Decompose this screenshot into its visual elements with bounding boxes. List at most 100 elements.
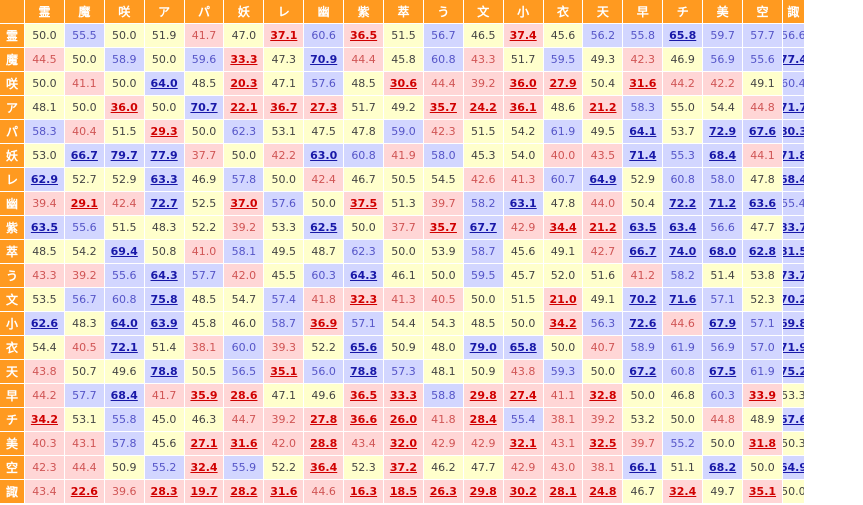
heatmap-cell: 45.8 bbox=[184, 312, 225, 336]
heatmap-cell: 50.0 bbox=[344, 216, 385, 240]
column-header: 霊 bbox=[25, 0, 65, 24]
heatmap-cell: 50.0 bbox=[144, 48, 185, 72]
heatmap-cell: 64.3 bbox=[344, 264, 385, 288]
heatmap-cell: 42.9 bbox=[503, 216, 544, 240]
column-header: 妖 bbox=[224, 0, 265, 24]
heatmap-cell: 65.8 bbox=[503, 336, 544, 360]
heatmap-cell: 61.9 bbox=[743, 360, 783, 384]
heatmap-cell: 32.0 bbox=[384, 432, 424, 456]
heatmap-cell: 62.9 bbox=[25, 168, 65, 192]
heatmap-cell: 42.3 bbox=[423, 120, 464, 144]
heatmap-cell: 50.0 bbox=[743, 456, 783, 480]
heatmap-cell: 71.9 bbox=[782, 336, 805, 360]
heatmap-cell: 44.7 bbox=[224, 408, 265, 432]
row-header: 天 bbox=[0, 360, 25, 384]
column-header: 咲 bbox=[104, 0, 145, 24]
heatmap-cell: 29.1 bbox=[64, 192, 105, 216]
heatmap-cell: 50.5 bbox=[184, 360, 225, 384]
heatmap-cell: 30.2 bbox=[503, 480, 544, 504]
heatmap-cell: 39.6 bbox=[104, 480, 145, 504]
heatmap-cell: 51.7 bbox=[503, 48, 544, 72]
heatmap-cell: 48.5 bbox=[344, 72, 385, 96]
heatmap-cell: 52.9 bbox=[623, 168, 664, 192]
heatmap-cell: 41.0 bbox=[184, 240, 225, 264]
heatmap-cell: 47.7 bbox=[463, 456, 504, 480]
heatmap-cell: 43.4 bbox=[25, 480, 65, 504]
heatmap-cell: 41.3 bbox=[384, 288, 424, 312]
heatmap-cell: 40.7 bbox=[583, 336, 624, 360]
heatmap-cell: 42.3 bbox=[25, 456, 65, 480]
heatmap-cell: 66.7 bbox=[64, 144, 105, 168]
heatmap-cell: 51.5 bbox=[104, 216, 145, 240]
heatmap-cell: 47.8 bbox=[344, 120, 385, 144]
heatmap-cell: 74.0 bbox=[663, 240, 704, 264]
column-header: 美 bbox=[703, 0, 744, 24]
heatmap-cell: 36.0 bbox=[104, 96, 145, 120]
heatmap-cell: 50.0 bbox=[543, 336, 584, 360]
heatmap-cell: 60.8 bbox=[423, 48, 464, 72]
heatmap-cell: 66.1 bbox=[623, 456, 664, 480]
heatmap-cell: 60.8 bbox=[663, 360, 704, 384]
heatmap-cell: 45.6 bbox=[543, 24, 584, 48]
heatmap-cell: 42.4 bbox=[304, 168, 345, 192]
heatmap-cell: 77.9 bbox=[144, 144, 185, 168]
heatmap-cell: 67.6 bbox=[743, 120, 783, 144]
heatmap-cell: 33.3 bbox=[384, 384, 424, 408]
heatmap-cell: 42.9 bbox=[503, 456, 544, 480]
row-header: 諏 bbox=[0, 480, 25, 504]
heatmap-cell: 53.1 bbox=[264, 120, 305, 144]
heatmap-cell: 60.0 bbox=[224, 336, 265, 360]
heatmap-cell: 59.5 bbox=[543, 48, 584, 72]
heatmap-cell: 48.5 bbox=[184, 288, 225, 312]
heatmap-cell: 45.3 bbox=[463, 144, 504, 168]
heatmap-cell: 58.8 bbox=[423, 384, 464, 408]
heatmap-cell: 65.8 bbox=[663, 24, 704, 48]
heatmap-cell: 43.1 bbox=[64, 432, 105, 456]
heatmap-cell: 47.1 bbox=[264, 72, 305, 96]
heatmap-cell: 55.6 bbox=[743, 48, 783, 72]
heatmap-cell: 47.0 bbox=[224, 24, 265, 48]
heatmap-cell: 64.1 bbox=[623, 120, 664, 144]
heatmap-cell: 51.5 bbox=[384, 24, 424, 48]
heatmap-cell: 52.7 bbox=[64, 168, 105, 192]
heatmap-cell: 18.5 bbox=[384, 480, 424, 504]
row-header: 早 bbox=[0, 384, 25, 408]
column-header: 幽 bbox=[304, 0, 345, 24]
heatmap-cell: 71.4 bbox=[623, 144, 664, 168]
heatmap-cell: 41.3 bbox=[503, 168, 544, 192]
heatmap-cell: 51.5 bbox=[104, 120, 145, 144]
heatmap-cell: 36.6 bbox=[344, 408, 385, 432]
heatmap-cell: 52.3 bbox=[344, 456, 385, 480]
heatmap-cell: 57.8 bbox=[104, 432, 145, 456]
heatmap-cell: 71.6 bbox=[663, 288, 704, 312]
heatmap-cell: 50.0 bbox=[384, 240, 424, 264]
heatmap-cell: 48.5 bbox=[25, 240, 65, 264]
heatmap-cell: 28.3 bbox=[144, 480, 185, 504]
heatmap-cell: 42.9 bbox=[463, 432, 504, 456]
heatmap-cell: 53.9 bbox=[423, 240, 464, 264]
heatmap-cell: 52.2 bbox=[184, 216, 225, 240]
heatmap-cell: 67.2 bbox=[623, 360, 664, 384]
heatmap-cell: 63.0 bbox=[304, 144, 345, 168]
heatmap-cell: 52.0 bbox=[543, 264, 584, 288]
heatmap-cell: 54.7 bbox=[224, 288, 265, 312]
heatmap-cell: 54.4 bbox=[384, 312, 424, 336]
heatmap-cell: 44.4 bbox=[64, 456, 105, 480]
heatmap-cell: 52.2 bbox=[264, 456, 305, 480]
heatmap-cell: 46.3 bbox=[184, 408, 225, 432]
heatmap-cell: 51.3 bbox=[384, 192, 424, 216]
heatmap-cell: 51.1 bbox=[663, 456, 704, 480]
heatmap-cell: 45.0 bbox=[144, 408, 185, 432]
heatmap-cell: 58.0 bbox=[423, 144, 464, 168]
heatmap-cell: 43.3 bbox=[463, 48, 504, 72]
heatmap-cell: 43.0 bbox=[543, 456, 584, 480]
heatmap-cell: 34.4 bbox=[543, 216, 584, 240]
heatmap-cell: 47.8 bbox=[543, 192, 584, 216]
heatmap-cell: 56.3 bbox=[583, 312, 624, 336]
column-header: 早 bbox=[623, 0, 664, 24]
heatmap-cell: 53.3 bbox=[782, 384, 805, 408]
heatmap-cell: 56.5 bbox=[224, 360, 265, 384]
heatmap-cell: 42.4 bbox=[104, 192, 145, 216]
heatmap-cell: 79.0 bbox=[463, 336, 504, 360]
heatmap-cell: 50.0 bbox=[423, 264, 464, 288]
